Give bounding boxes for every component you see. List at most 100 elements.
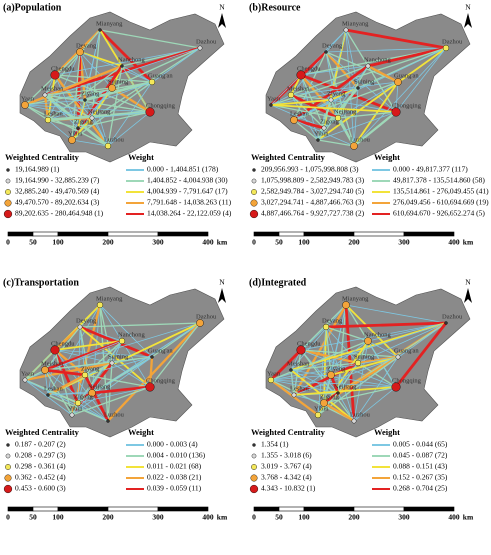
- scale-segment: [7, 506, 34, 512]
- city-label: Leshan: [290, 110, 310, 117]
- network-edge: [293, 118, 325, 130]
- network-edge: [290, 81, 399, 96]
- legend-item: 135,514.861 - 276,049.455 (41): [393, 187, 489, 196]
- network-edge: [325, 326, 332, 376]
- city-label: Mianyang: [96, 295, 123, 302]
- legend-item: 89,202.635 - 280,464.948 (1): [15, 209, 104, 218]
- city-label: Mianyang: [96, 20, 123, 27]
- network-edge: [54, 326, 81, 351]
- panel: (a)Population N Mianyang Deyang Chengdu Dazho…: [3, 2, 232, 246]
- scale-segment: [57, 231, 109, 237]
- city-node: [197, 45, 203, 51]
- network-edge: [84, 80, 153, 102]
- network-edge: [270, 99, 332, 106]
- network-edge: [24, 379, 109, 422]
- city-label: Suining: [354, 78, 375, 85]
- scale-tick: 200: [102, 238, 114, 247]
- legend-item: 276,049.456 - 610,694.669 (19): [393, 198, 489, 207]
- network-edge: [290, 362, 359, 371]
- network-edge: [44, 87, 113, 96]
- city-node: [21, 101, 29, 109]
- network-edge: [357, 362, 397, 388]
- scale-segment: [107, 506, 159, 512]
- network-edge: [77, 386, 151, 404]
- network-edge: [293, 356, 399, 396]
- legend-title: Weighted Centrality: [251, 427, 326, 437]
- legend-dot: [4, 474, 12, 482]
- scale-tick: 50: [275, 513, 283, 522]
- scale-segment: [353, 506, 405, 512]
- network-edge: [293, 394, 325, 404]
- city-node: [196, 319, 204, 327]
- legend-item: 0.022 - 0.038 (21): [147, 473, 202, 482]
- network-edge: [24, 64, 123, 107]
- scale-tick: 0: [252, 513, 256, 522]
- city-label: Leshan: [44, 385, 64, 392]
- network-edge: [270, 349, 302, 381]
- scale-tick: 400: [202, 238, 214, 247]
- network-edge: [47, 304, 101, 396]
- legend-item: 49,470.570 - 89,202.634 (3): [15, 198, 100, 207]
- scale-unit: km: [463, 513, 474, 522]
- scale-segment: [157, 506, 209, 512]
- city-label: Chongqing: [146, 377, 176, 384]
- scale-segment: [57, 506, 109, 512]
- scale-segment: [278, 506, 305, 512]
- network-edge: [107, 111, 151, 147]
- city-node: [22, 377, 28, 383]
- legend-dot: [251, 453, 257, 459]
- north-label: N: [465, 3, 471, 12]
- city-node: [77, 324, 83, 330]
- city-label: Luzhou: [104, 411, 125, 418]
- scale-tick: 0: [6, 513, 10, 522]
- legend-dot: [6, 443, 10, 447]
- scale-segment: [403, 231, 455, 237]
- city-node: [322, 323, 330, 331]
- city-node: [96, 301, 104, 309]
- network-edge: [24, 104, 151, 113]
- network-edge: [44, 322, 201, 371]
- network-edge: [24, 104, 93, 119]
- city-node: [290, 116, 298, 124]
- city-node: [342, 301, 350, 309]
- network-edge: [293, 99, 332, 121]
- city-label: Zigong: [320, 393, 340, 400]
- panel: (d)Integrated N Mianyang Deyang Chengdu Dazho…: [249, 277, 474, 521]
- network-edge: [44, 368, 86, 377]
- network-edge: [111, 340, 123, 364]
- legend-item: 3.768 - 4.342 (4): [261, 473, 312, 482]
- network-edge: [345, 304, 447, 324]
- network-edge: [345, 29, 359, 89]
- city-node: [109, 360, 115, 366]
- network-edge: [44, 94, 93, 119]
- city-label: Deyang: [322, 42, 343, 49]
- network-edge: [337, 392, 355, 422]
- legend-title: Weight: [374, 427, 400, 437]
- city-label: Yibin: [68, 130, 83, 137]
- legend-dot: [249, 209, 259, 219]
- network-edge: [77, 326, 81, 404]
- legend-item: 1.355 - 3.018 (6): [261, 451, 312, 460]
- city-node: [50, 345, 60, 355]
- legend-item: 32,885.240 - 49,470.569 (4): [15, 187, 100, 196]
- network-edge: [353, 111, 397, 147]
- network-edge: [24, 379, 79, 404]
- legend-item: 610,694.670 - 926,652.274 (5): [393, 209, 485, 218]
- network-edge: [293, 119, 319, 141]
- network-edge: [270, 104, 325, 129]
- network-edge: [325, 51, 359, 89]
- city-node: [356, 86, 360, 90]
- network-edge: [47, 65, 123, 121]
- network-edge: [367, 65, 397, 113]
- scale-tick: 200: [348, 513, 360, 522]
- network-edge: [107, 322, 201, 422]
- city-label: Yaan: [21, 370, 35, 377]
- scale-segment: [32, 506, 59, 512]
- network-edge: [293, 349, 302, 396]
- legend-item: 0.187 - 0.207 (2): [15, 440, 66, 449]
- city-label: Dazhou: [196, 38, 217, 45]
- city-node: [145, 382, 155, 392]
- legend-dot: [3, 484, 13, 494]
- network-edge: [79, 51, 113, 89]
- scale-tick: 300: [152, 238, 164, 247]
